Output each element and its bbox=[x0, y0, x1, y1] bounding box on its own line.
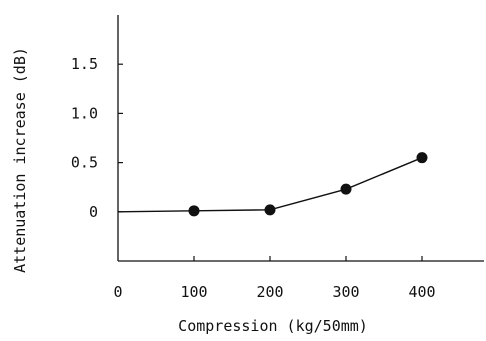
series-layer bbox=[117, 152, 428, 217]
chart-axes bbox=[117, 15, 484, 262]
y-axis-label: Attenuation increase (dB) bbox=[11, 47, 29, 273]
series-line bbox=[117, 157, 423, 213]
x-axis-label: Compression (kg/50mm) bbox=[178, 317, 368, 335]
data-point bbox=[264, 204, 276, 216]
data-point bbox=[188, 205, 200, 217]
x-tick-label: 100 bbox=[180, 283, 207, 301]
x-tick-label: 400 bbox=[408, 283, 435, 301]
y-tick-label: 0 bbox=[89, 203, 98, 221]
x-tick-label: 300 bbox=[332, 283, 359, 301]
data-point bbox=[416, 152, 428, 164]
y-tick-label: 0.5 bbox=[71, 154, 98, 172]
data-point bbox=[340, 183, 352, 195]
y-tick-label: 1.0 bbox=[71, 104, 98, 122]
y-axis-ticks: 0 0.5 1.0 1.5 bbox=[71, 55, 123, 221]
x-tick-label: 0 bbox=[113, 283, 122, 301]
x-tick-label: 200 bbox=[256, 283, 283, 301]
x-axis-ticks: 0 100 200 300 400 bbox=[113, 256, 436, 301]
y-tick-label: 1.5 bbox=[71, 55, 98, 73]
